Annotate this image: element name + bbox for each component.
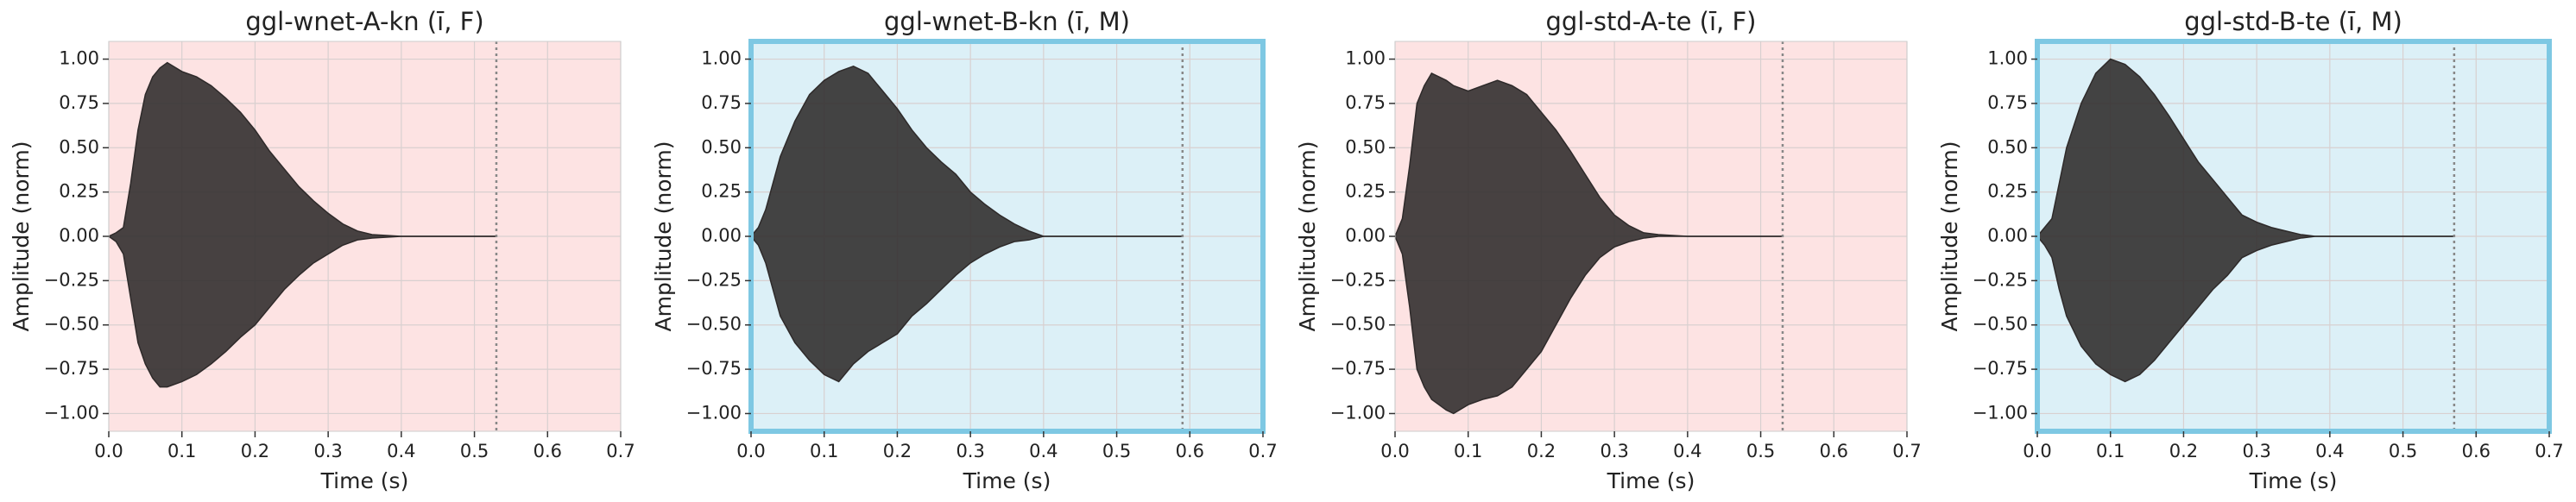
subplot: 0.0 0.1 0.2 0.3 0.4 0.5 0.6 0.7 −1.00 −0.75 −0.50 −… xyxy=(9,7,635,493)
x-tick-label: 0.1 xyxy=(810,441,838,461)
y-tick-label: 0.50 xyxy=(1345,136,1386,157)
x-axis-label: Time (s) xyxy=(963,468,1051,493)
x-tick-label: 0.0 xyxy=(94,441,123,461)
waveform-max xyxy=(108,61,496,237)
y-tick-label: −0.50 xyxy=(1973,314,2028,335)
x-tick-label: 0.0 xyxy=(736,441,765,461)
y-axis-label: Amplitude (norm) xyxy=(1295,141,1320,332)
y-tick-label: 0.00 xyxy=(1345,225,1386,246)
waveform-min xyxy=(1394,235,1783,415)
y-tick-label: −0.25 xyxy=(1973,269,2028,290)
y-tick-label: 1.00 xyxy=(1345,48,1386,69)
x-tick-label: 0.2 xyxy=(2169,441,2198,461)
x-tick-label: 0.4 xyxy=(387,441,415,461)
x-tick-label: 0.7 xyxy=(2535,441,2563,461)
y-tick-label: −0.25 xyxy=(686,269,742,290)
y-tick-label: −0.75 xyxy=(686,358,742,379)
y-tick-label: 0.75 xyxy=(1987,92,2028,113)
waveform-min xyxy=(750,235,1183,383)
y-tick-label: −1.00 xyxy=(686,402,742,423)
x-tick-label: 0.3 xyxy=(1600,441,1628,461)
chart-title: ggl-std-B-te (ī, M) xyxy=(2184,7,2402,36)
y-tick-label: −0.25 xyxy=(1330,269,1386,290)
y-tick-label: −0.75 xyxy=(44,358,99,379)
y-tick-label: 0.25 xyxy=(1987,181,2028,202)
y-tick-label: −1.00 xyxy=(44,402,99,423)
y-tick-label: 1.00 xyxy=(1987,48,2028,69)
waveform-max xyxy=(750,65,1183,237)
x-tick-label: 0.1 xyxy=(167,441,196,461)
y-tick-label: −0.75 xyxy=(1973,358,2028,379)
chart-title: ggl-std-A-te (ī, F) xyxy=(1546,7,1757,36)
y-axis-label: Amplitude (norm) xyxy=(9,141,34,332)
y-tick-label: 0.50 xyxy=(1987,136,2028,157)
x-axis-label: Time (s) xyxy=(2249,468,2338,493)
y-tick-label: 0.50 xyxy=(701,136,742,157)
x-tick-label: 0.4 xyxy=(2315,441,2344,461)
y-tick-label: 0.25 xyxy=(701,181,742,202)
x-axis-label: Time (s) xyxy=(320,468,409,493)
y-tick-label: 0.25 xyxy=(59,181,99,202)
x-tick-label: 0.5 xyxy=(1746,441,1775,461)
x-tick-label: 0.0 xyxy=(1380,441,1409,461)
x-tick-label: 0.3 xyxy=(313,441,342,461)
y-tick-label: 0.75 xyxy=(701,92,742,113)
y-tick-label: 0.00 xyxy=(59,225,99,246)
x-tick-label: 0.2 xyxy=(883,441,912,461)
y-tick-label: 0.00 xyxy=(1987,225,2028,246)
waveform-min xyxy=(2036,235,2454,383)
subplot: 0.0 0.1 0.2 0.3 0.4 0.5 0.6 0.7 −1.00 −0.75 −0.50 −… xyxy=(1937,7,2564,493)
y-tick-label: −0.75 xyxy=(1330,358,1386,379)
y-tick-label: 0.00 xyxy=(701,225,742,246)
y-axis-label: Amplitude (norm) xyxy=(1937,141,1962,332)
subplot: 0.0 0.1 0.2 0.3 0.4 0.5 0.6 0.7 −1.00 −0.75 −0.50 −… xyxy=(1295,7,1922,493)
x-tick-label: 0.6 xyxy=(1176,441,1204,461)
y-tick-label: −1.00 xyxy=(1973,402,2028,423)
y-tick-label: −0.50 xyxy=(1330,314,1386,335)
x-tick-label: 0.5 xyxy=(460,441,489,461)
x-axis-label: Time (s) xyxy=(1607,468,1695,493)
chart-title: ggl-wnet-B-kn (ī, M) xyxy=(884,7,1130,36)
chart-title: ggl-wnet-A-kn (ī, F) xyxy=(245,7,483,36)
subplot: 0.0 0.1 0.2 0.3 0.4 0.5 0.6 0.7 −1.00 −0.75 −0.50 −… xyxy=(651,7,1278,493)
y-tick-label: 0.75 xyxy=(59,92,99,113)
x-tick-label: 0.4 xyxy=(1029,441,1058,461)
x-tick-label: 0.3 xyxy=(956,441,984,461)
y-axis-label: Amplitude (norm) xyxy=(651,141,676,332)
y-tick-label: 0.25 xyxy=(1345,181,1386,202)
y-tick-label: 0.50 xyxy=(59,136,99,157)
x-tick-label: 0.5 xyxy=(1102,441,1131,461)
y-tick-label: 1.00 xyxy=(701,48,742,69)
waveform-area xyxy=(751,66,1183,382)
x-tick-label: 0.6 xyxy=(2462,441,2491,461)
x-tick-label: 0.5 xyxy=(2389,441,2417,461)
x-tick-label: 0.7 xyxy=(606,441,635,461)
x-tick-label: 0.2 xyxy=(1527,441,1556,461)
x-tick-label: 0.7 xyxy=(1248,441,1277,461)
waveform-area xyxy=(1395,72,1783,414)
waveform-area xyxy=(109,62,496,387)
x-tick-label: 0.7 xyxy=(1892,441,1921,461)
y-tick-label: 1.00 xyxy=(59,48,99,69)
x-tick-label: 0.6 xyxy=(1820,441,1848,461)
y-tick-label: −0.25 xyxy=(44,269,99,290)
x-tick-label: 0.6 xyxy=(534,441,562,461)
y-tick-label: −0.50 xyxy=(686,314,742,335)
x-tick-label: 0.1 xyxy=(1454,441,1482,461)
waveform-max xyxy=(1394,72,1783,237)
y-tick-label: −1.00 xyxy=(1330,402,1386,423)
waveform-min xyxy=(108,235,496,388)
x-tick-label: 0.2 xyxy=(241,441,269,461)
x-tick-label: 0.0 xyxy=(2023,441,2051,461)
x-tick-label: 0.3 xyxy=(2242,441,2270,461)
y-tick-label: −0.50 xyxy=(44,314,99,335)
x-tick-label: 0.4 xyxy=(1673,441,1702,461)
x-tick-label: 0.1 xyxy=(2096,441,2125,461)
y-tick-label: 0.75 xyxy=(1345,92,1386,113)
waveform-area xyxy=(2037,59,2454,382)
